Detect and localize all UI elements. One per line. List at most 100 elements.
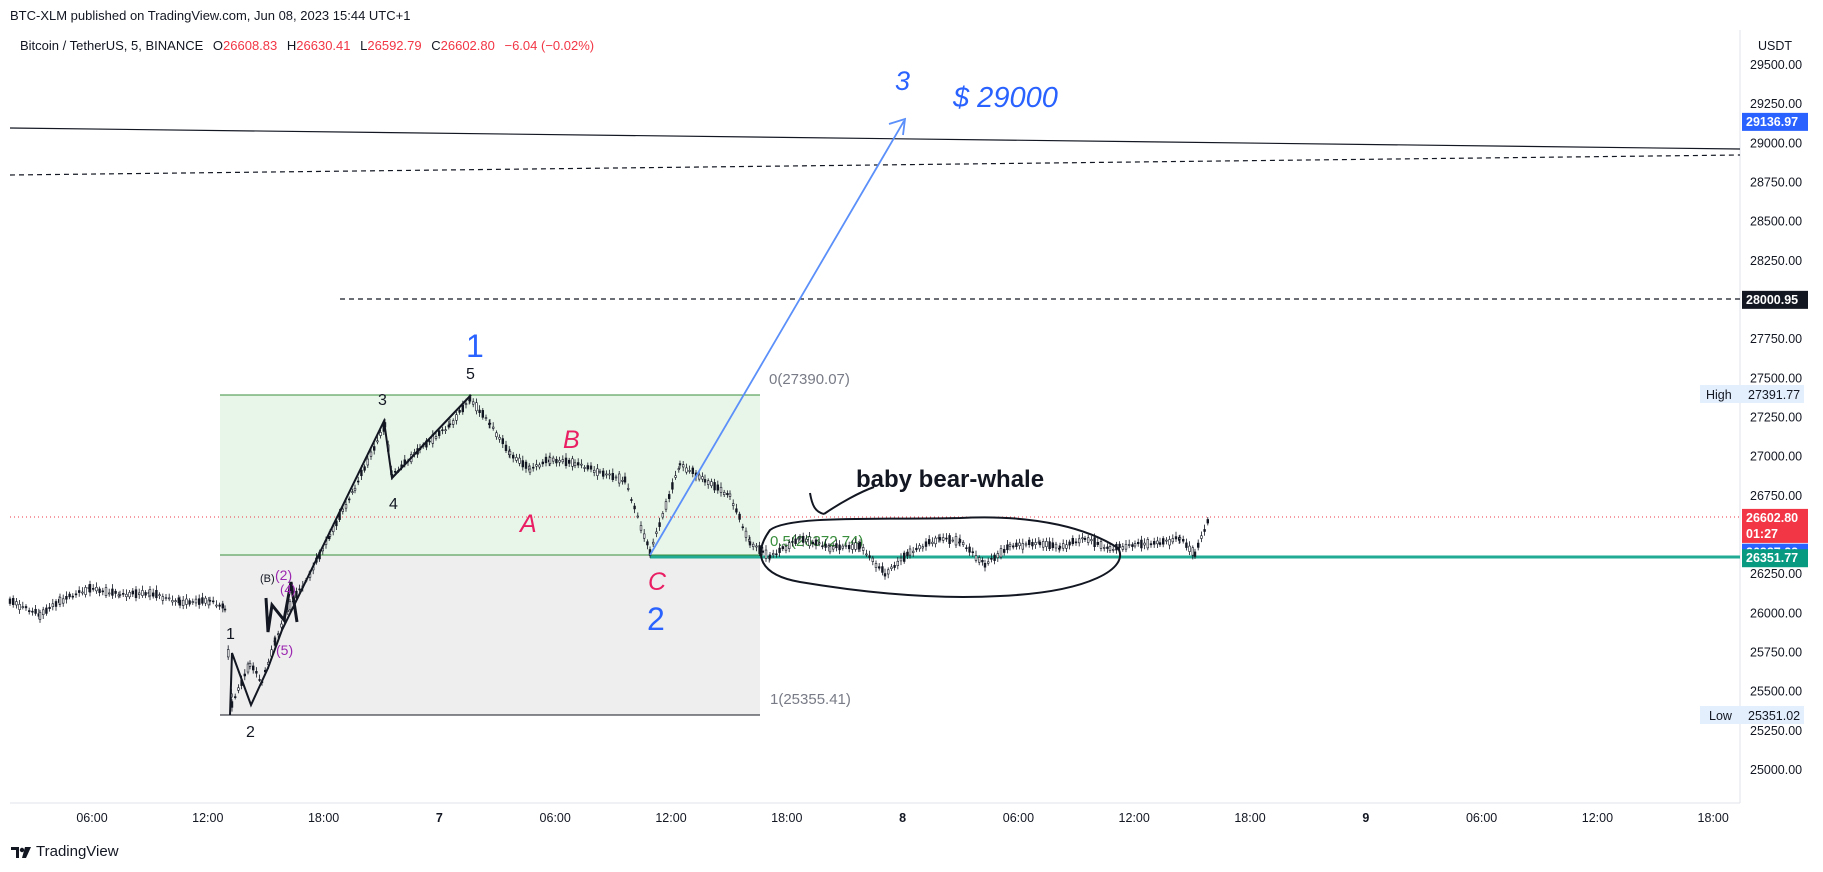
- candle-body: [1038, 541, 1042, 546]
- candle-body: [764, 549, 768, 559]
- candle-body: [1133, 543, 1137, 547]
- subwave-4-label: 4: [389, 496, 398, 513]
- wave-3-label: 3: [895, 66, 910, 96]
- candle-body: [768, 554, 772, 559]
- candle-body: [478, 409, 481, 413]
- candle-body: [98, 588, 101, 593]
- candle-body: [1058, 546, 1062, 549]
- candle-body: [701, 476, 704, 480]
- price-axis[interactable]: 25000.00 25250.00 25500.00 25750.00 26000.00…: [1750, 58, 1802, 777]
- candle-body: [658, 522, 661, 527]
- candle-body: [1099, 541, 1103, 549]
- projection-arrow: [649, 120, 905, 556]
- candle-body: [491, 426, 495, 429]
- candle-body: [835, 543, 838, 549]
- candle-body: [614, 476, 618, 479]
- price-tick-label: 26250.00: [1750, 567, 1802, 581]
- candle-body: [671, 482, 674, 490]
- candle-body: [88, 584, 92, 593]
- candle-body: [626, 488, 630, 490]
- candle-body: [1087, 537, 1090, 543]
- candle-body: [1193, 551, 1197, 557]
- candle-body: [771, 553, 775, 556]
- candle-body: [908, 548, 912, 556]
- candle-body: [685, 467, 688, 473]
- candle-body: [713, 482, 716, 491]
- candle-body: [1131, 544, 1134, 547]
- candle-body: [111, 588, 114, 596]
- candle-body: [12, 598, 15, 605]
- candle-body: [784, 546, 788, 551]
- candle-body: [847, 545, 851, 550]
- candle-body: [504, 444, 508, 451]
- candle-body: [589, 465, 593, 470]
- candle-body: [621, 480, 624, 482]
- candle-body: [874, 563, 878, 568]
- price-tick-label: 28250.00: [1750, 254, 1802, 268]
- candle-body: [138, 592, 141, 595]
- time-tick-label: 12:00: [1582, 811, 1613, 825]
- subwave-1-label: 1: [226, 626, 235, 643]
- candle-body: [1093, 537, 1096, 547]
- candle-body: [664, 501, 668, 510]
- symbol-name[interactable]: Bitcoin / TetherUS, 5, BINANCE: [20, 38, 204, 53]
- candle-body: [710, 481, 713, 487]
- candle-body: [927, 539, 931, 545]
- candle-body: [447, 424, 450, 428]
- time-tick-label: 18:00: [308, 811, 339, 825]
- candle-body: [1185, 542, 1188, 548]
- candle-body: [1174, 536, 1178, 540]
- candle-body: [114, 590, 117, 594]
- candle-body: [954, 536, 958, 546]
- tradingview-brand[interactable]: TradingView: [10, 843, 119, 860]
- candle-body: [276, 633, 280, 636]
- candle-body: [84, 587, 87, 595]
- candle-body: [674, 475, 677, 478]
- candle-body: [951, 539, 955, 542]
- time-axis[interactable]: 06:00 12:00 18:00 7 06:00 12:00 18:00 8 06:00 12:…: [76, 811, 1729, 825]
- candle-body: [481, 410, 484, 418]
- sub-wave-path: [264, 581, 299, 633]
- candle-body: [458, 409, 461, 413]
- wave-1-label: 1: [466, 328, 484, 364]
- candle-body: [441, 429, 444, 432]
- candle-body: [1200, 535, 1203, 539]
- candle-body: [194, 598, 198, 604]
- candle-body: [437, 430, 441, 436]
- candle-body: [667, 494, 671, 499]
- candle-body: [255, 670, 258, 674]
- candle-body: [223, 608, 227, 611]
- candle-body: [580, 463, 583, 466]
- candle-body: [1042, 541, 1045, 548]
- candle-body: [567, 459, 571, 464]
- candle-body: [372, 446, 376, 451]
- candle-body: [751, 543, 755, 547]
- candle-body: [178, 599, 182, 606]
- candle-body: [451, 420, 455, 425]
- candle-body: [801, 535, 805, 543]
- candle-body: [1168, 539, 1171, 546]
- candle-body: [706, 480, 710, 485]
- candle-body: [655, 531, 658, 534]
- candle-body: [868, 555, 871, 558]
- consolidation-ellipse: [759, 516, 1121, 599]
- price-tag-countdown: 01:27: [1746, 527, 1778, 541]
- candle-body: [1140, 539, 1143, 549]
- candle-body: [1124, 543, 1128, 550]
- candle-body: [596, 468, 599, 476]
- candle-body: [221, 603, 224, 609]
- low-marker: [1700, 706, 1804, 724]
- candle-body: [691, 467, 695, 474]
- bear-whale-note: baby bear-whale: [856, 466, 1044, 493]
- dashed-trendline[interactable]: [9, 154, 1741, 176]
- candle-body: [204, 597, 207, 604]
- price-tick-label: 28750.00: [1750, 176, 1802, 190]
- candle-body: [1051, 542, 1055, 549]
- candle-body: [811, 541, 815, 545]
- subwave-5-label: 5: [466, 366, 475, 383]
- candle-body: [1024, 543, 1028, 546]
- resistance-trendline[interactable]: [9, 127, 1741, 150]
- candle-body: [871, 557, 875, 562]
- candle-body: [393, 470, 397, 473]
